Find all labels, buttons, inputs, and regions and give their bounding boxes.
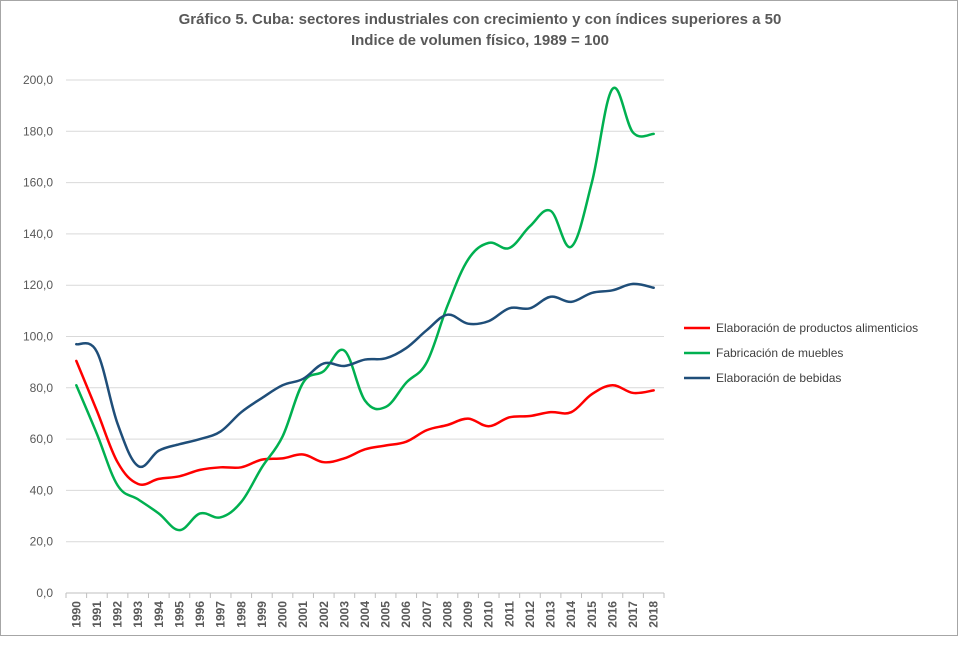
y-tick-label: 200,0 (23, 73, 53, 87)
x-tick-label: 1992 (111, 601, 125, 628)
x-tick-label: 2018 (647, 601, 661, 628)
x-tick-label: 1995 (172, 601, 186, 628)
x-tick-label: 2002 (317, 601, 331, 628)
x-tick-label: 1994 (152, 601, 166, 628)
y-tick-label: 40,0 (30, 483, 54, 497)
chart-subtitle: Indice de volumen físico, 1989 = 100 (350, 32, 610, 49)
grid (66, 79, 664, 543)
series-line-2 (75, 86, 655, 532)
x-tick-label: 1998 (234, 601, 248, 628)
x-tick-label: 2004 (358, 601, 372, 628)
x-tick-label: 2017 (626, 601, 640, 628)
series-line-1 (75, 359, 655, 486)
x-tick-label: 2009 (461, 601, 475, 628)
x-tick-label: 2010 (482, 601, 496, 628)
y-tick-label: 120,0 (23, 278, 53, 292)
x-tick-label: 2011 (502, 601, 516, 627)
x-tick-label: 2013 (544, 601, 558, 628)
x-tick-label: 1999 (255, 601, 269, 628)
legend-label-3: Elaboración de bebidas (716, 371, 841, 385)
chart-frame: Gráfico 5. Cuba: sectores industriales c… (0, 0, 958, 636)
y-tick-label: 160,0 (23, 176, 53, 190)
legend-label-1: Elaboración de productos alimenticios (716, 321, 918, 335)
x-tick-label: 1990 (69, 601, 83, 628)
y-tick-label: 60,0 (30, 432, 54, 446)
x-tick-label: 2012 (523, 601, 537, 628)
series-line-3 (75, 282, 655, 469)
chart-title-block: Gráfico 5. Cuba: sectores industriales c… (1, 9, 959, 51)
series-lines (75, 86, 655, 532)
x-tick-label: 2001 (296, 601, 310, 628)
y-tick-label: 20,0 (30, 535, 54, 549)
y-tick-label: 100,0 (23, 330, 53, 344)
x-tick-label: 1991 (90, 601, 104, 628)
axes: 0,0 20,0 40,0 60,0 80,0 100,0 120,0 140,0 160,0 1… (23, 73, 665, 628)
y-tick-label: 180,0 (23, 124, 53, 138)
x-tick-label: 2014 (564, 601, 578, 628)
x-tick-label: 2008 (440, 601, 454, 628)
x-tick-label: 2016 (605, 601, 619, 628)
x-tick-label: 1993 (131, 601, 145, 628)
x-tick-label: 1996 (193, 601, 207, 628)
x-tick-label: 2003 (337, 601, 351, 628)
x-tick-label: 2015 (585, 601, 599, 628)
x-tick-label: 2007 (420, 601, 434, 628)
y-tick-label: 140,0 (23, 227, 53, 241)
legend-label-2: Fabricación de muebles (716, 346, 843, 360)
y-tick-label: 80,0 (30, 381, 54, 395)
x-tick-label: 2006 (399, 601, 413, 628)
chart-title: Gráfico 5. Cuba: sectores industriales c… (178, 11, 782, 28)
x-tick-label: 2005 (379, 601, 393, 628)
x-tick-label: 1997 (214, 601, 228, 628)
x-tick-label: 2000 (276, 601, 290, 628)
legend: Elaboración de productos alimenticios Fab… (684, 321, 918, 385)
y-tick-label: 0,0 (36, 586, 53, 600)
